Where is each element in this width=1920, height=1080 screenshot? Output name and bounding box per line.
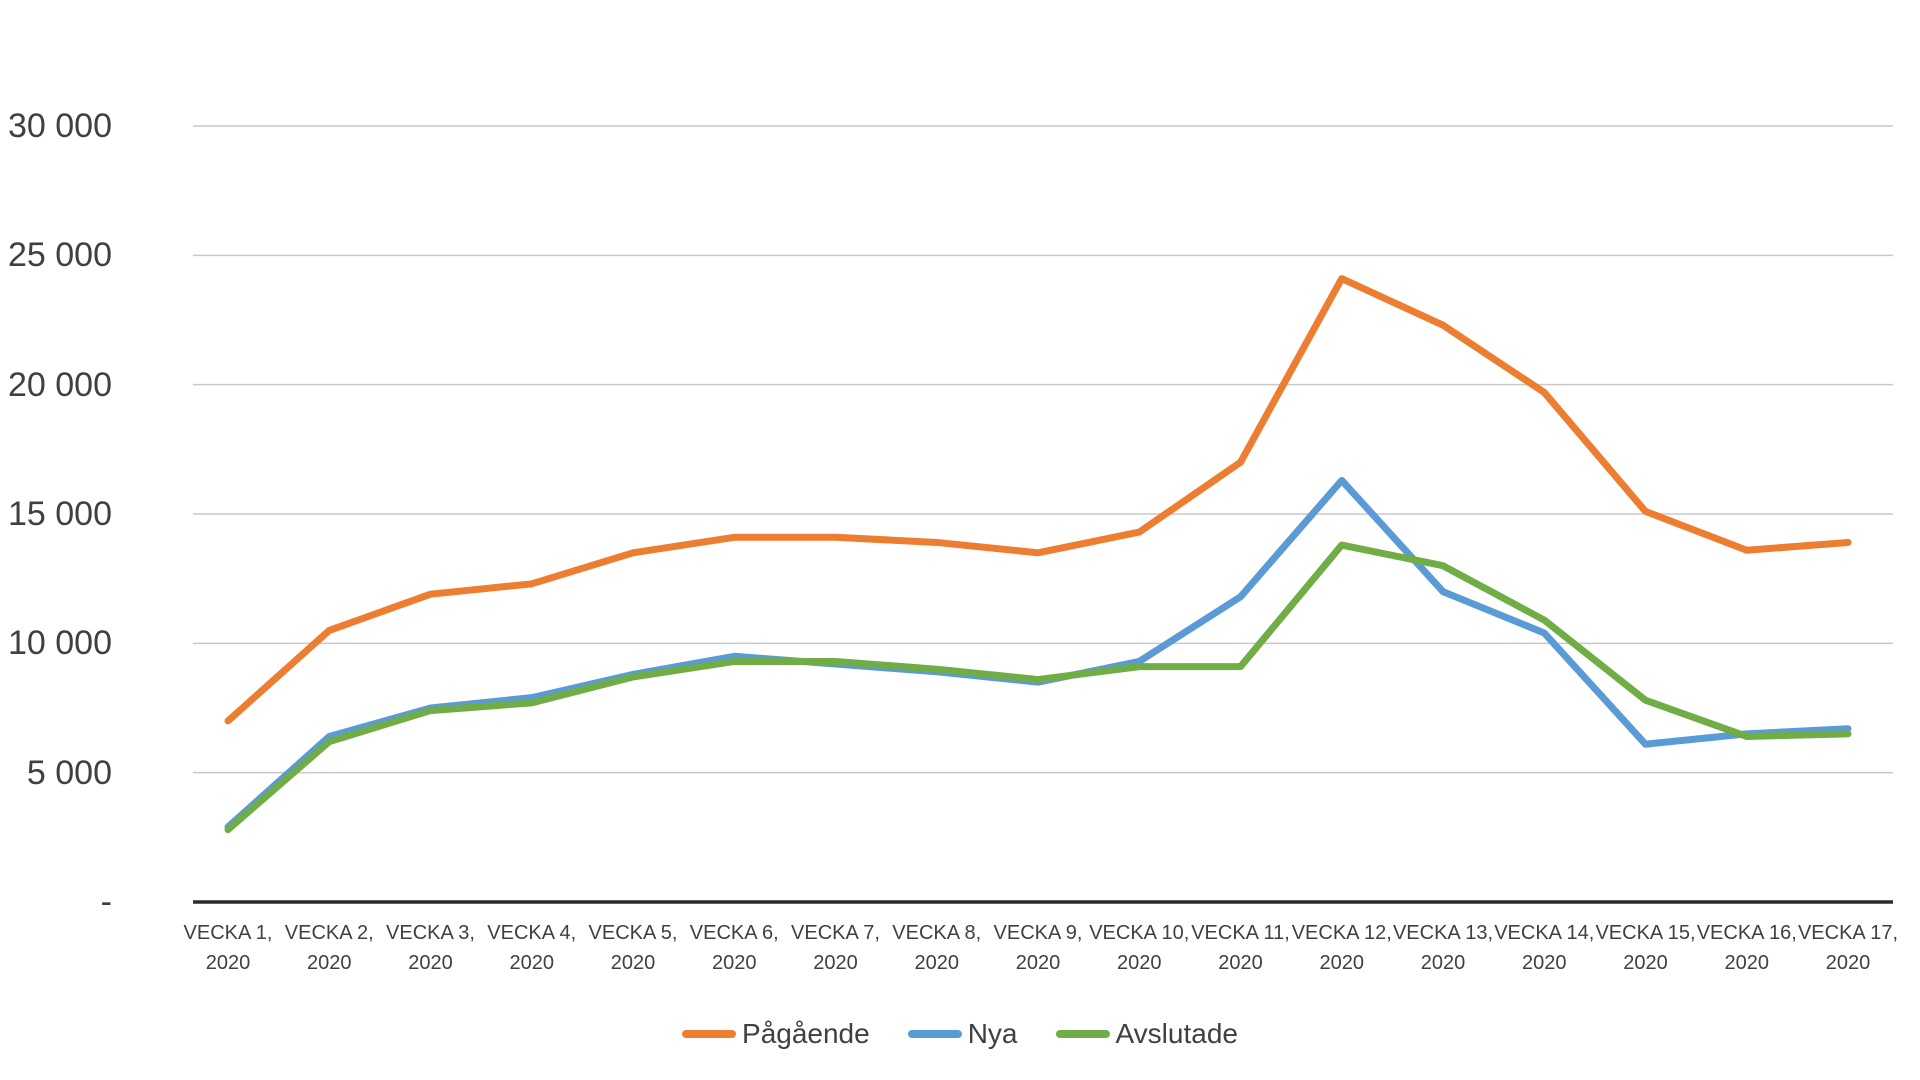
x-tick-week: VECKA 11, [1191, 922, 1290, 944]
x-tick-week: VECKA 7, [791, 922, 880, 944]
x-tick-year: 2020 [1825, 952, 1871, 974]
x-tick-week: VECKA 12, [1291, 922, 1392, 944]
x-tick-week: VECKA 2, [284, 922, 374, 944]
x-tick-year: 2020 [712, 952, 757, 974]
x-tick-week: VECKA 9, [993, 922, 1083, 944]
x-tick-week: VECKA 5, [588, 922, 678, 944]
x-tick-year: 2020 [509, 952, 555, 974]
x-tick-year: 2020 [1522, 952, 1567, 974]
legend-line-marker [1055, 1030, 1110, 1038]
y-axis-tick-label: 20 000 [8, 365, 112, 404]
x-tick-year: 2020 [1420, 952, 1466, 974]
x-axis-tick-label: VECKA 16, 2020 [1682, 918, 1812, 978]
x-axis-tick-label: VECKA 6, 2020 [669, 918, 799, 978]
legend-item-avslutade: Avslutade [1055, 1018, 1238, 1050]
y-axis-tick-label: 10 000 [8, 624, 112, 663]
x-axis-tick-label: VECKA 8, 2020 [872, 918, 1002, 978]
x-axis-tick-label: VECKA 1, 2020 [163, 918, 293, 978]
series-line-nya [224, 476, 1852, 831]
legend-label: Pågående [742, 1018, 870, 1049]
x-axis-tick-label: VECKA 11, 2020 [1176, 918, 1306, 978]
chart-legend: Pågående Nya Avslutade [0, 1018, 1920, 1050]
legend-label: Avslutade [1115, 1018, 1238, 1049]
x-tick-year: 2020 [1015, 952, 1061, 974]
y-axis-tick-label: 30 000 [8, 107, 112, 145]
x-axis-tick-label: VECKA 3, 2020 [366, 918, 496, 978]
x-tick-week: VECKA 6, [689, 922, 779, 944]
x-axis-tick-label: VECKA 4, 2020 [467, 918, 597, 978]
x-tick-year: 2020 [1623, 952, 1668, 974]
series-line-pågående [224, 275, 1852, 725]
y-axis-tick-label: 15 000 [8, 495, 112, 533]
x-tick-week: VECKA 3, [386, 922, 475, 944]
x-tick-week: VECKA 13, [1392, 922, 1494, 944]
x-axis-tick-label: VECKA 5, 2020 [568, 918, 698, 978]
x-tick-year: 2020 [1319, 952, 1365, 974]
y-axis-tick-label: - [100, 883, 112, 921]
x-axis-tick-label: VECKA 15, 2020 [1581, 918, 1711, 978]
x-axis-tick-label: VECKA 14, 2020 [1479, 918, 1609, 978]
y-axis-tick-label: 5 000 [26, 753, 112, 792]
legend-line-marker [907, 1030, 962, 1038]
x-tick-week: VECKA 17, [1797, 922, 1899, 944]
x-axis-tick-label: VECKA 17, 2020 [1783, 918, 1913, 978]
x-tick-week: VECKA 10, [1089, 922, 1190, 944]
x-tick-week: VECKA 14, [1494, 922, 1595, 944]
y-axis-tick-label: 25 000 [8, 236, 112, 275]
x-tick-year: 2020 [914, 952, 960, 974]
x-tick-year: 2020 [610, 952, 656, 974]
x-axis-tick-label: VECKA 2, 2020 [264, 918, 394, 978]
x-axis-tick-label: VECKA 13, 2020 [1378, 918, 1508, 978]
x-tick-week: VECKA 1, [183, 922, 273, 944]
x-tick-year: 2020 [408, 952, 453, 974]
x-tick-year: 2020 [1218, 952, 1263, 974]
x-tick-year: 2020 [1724, 952, 1770, 974]
x-tick-year: 2020 [307, 952, 352, 974]
legend-item-pågående: Pågående [682, 1018, 870, 1050]
x-tick-year: 2020 [813, 952, 858, 974]
x-tick-year: 2020 [205, 952, 251, 974]
x-tick-week: VECKA 16, [1696, 922, 1797, 944]
x-axis-tick-label: VECKA 9, 2020 [973, 918, 1103, 978]
x-tick-week: VECKA 8, [892, 922, 982, 944]
legend-label: Nya [967, 1018, 1018, 1049]
x-tick-year: 2020 [1117, 952, 1162, 974]
x-axis-tick-label: VECKA 7, 2020 [771, 918, 901, 978]
x-tick-week: VECKA 15, [1595, 922, 1696, 944]
x-axis-tick-label: VECKA 12, 2020 [1277, 918, 1407, 978]
legend-line-marker [682, 1030, 737, 1038]
x-axis-tick-label: VECKA 10, 2020 [1074, 918, 1204, 978]
series-line-avslutade [224, 541, 1852, 834]
legend-item-nya: Nya [907, 1018, 1018, 1050]
x-tick-week: VECKA 4, [487, 922, 577, 944]
